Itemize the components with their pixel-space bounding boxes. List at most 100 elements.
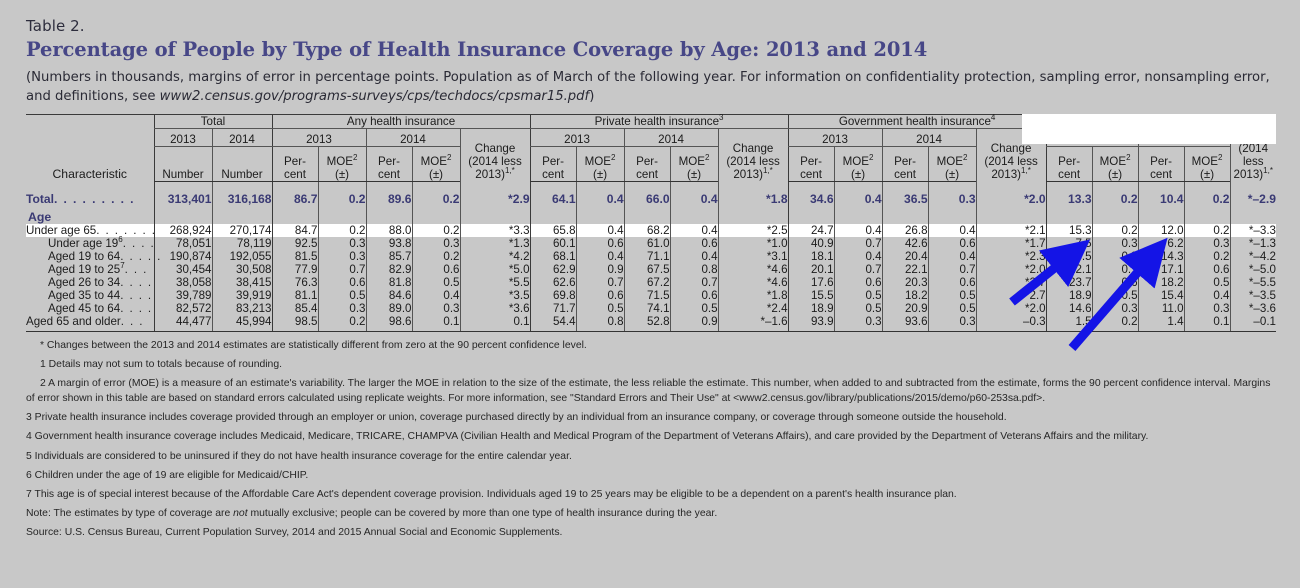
footnote-2: 2 A margin of error (MOE) is a measure o… bbox=[26, 377, 1271, 405]
header-private-2014-moe: MOE2 (±) bbox=[669, 146, 719, 182]
header-row-sub: Number Number Per-cent MOE2 (±) Per-cent … bbox=[26, 146, 1276, 182]
subtitle-text-2: ) bbox=[589, 89, 595, 104]
footnote-7: 7 This age is of special interest becaus… bbox=[26, 488, 957, 500]
cell-any-2014-pct: 98.6 bbox=[365, 314, 412, 331]
cell-uninsured-2013-moe: 0.3 bbox=[1091, 236, 1139, 250]
cell-uninsured-2014-moe: 0.1 bbox=[1183, 314, 1230, 331]
spacer-cell bbox=[833, 207, 883, 224]
cell-govt-change: *2.7 bbox=[975, 275, 1047, 289]
cell-uninsured-2014-pct: 6.2 bbox=[1137, 236, 1185, 250]
cell-any-change: 0.1 bbox=[459, 314, 531, 331]
header-group-government: Government health insurance4 bbox=[787, 114, 1047, 129]
cell-private-change: *4.6 bbox=[717, 275, 789, 289]
cell-total-2013-number: 78,051 bbox=[153, 236, 212, 250]
cell-uninsured-2013-pct: 1.5 bbox=[1045, 314, 1093, 331]
subtitle-url: www2.census.gov/programs-surveys/cps/tec… bbox=[159, 89, 590, 104]
header-group-any: Any health insurance bbox=[271, 114, 531, 129]
header-government-2013-percent: Per-cent bbox=[787, 146, 835, 182]
cell-any-2014-pct: 82.9 bbox=[365, 262, 412, 276]
cell-uninsured-2013-pct: 13.3 bbox=[1045, 181, 1093, 208]
cell-uninsured-2014-moe: 0.4 bbox=[1183, 288, 1230, 302]
cell-govt-2013-moe: 0.4 bbox=[833, 181, 883, 208]
row-label-text: Aged 45 to 64 bbox=[48, 301, 121, 315]
header-uninsured-2014-percent: Per-cent bbox=[1137, 146, 1185, 182]
cell-private-2013-pct: 60.1 bbox=[529, 236, 577, 250]
cell-govt-2014-pct: 22.1 bbox=[881, 262, 929, 276]
cell-govt-change: *2.7 bbox=[975, 288, 1047, 302]
table-row[interactable]: Aged 19 to 64. . . . . 190,874 192,055 81.5… bbox=[26, 249, 1276, 263]
cell-govt-2013-pct: 18.9 bbox=[787, 301, 835, 315]
header-private-change-l2: (2014 less bbox=[726, 155, 780, 168]
cell-govt-2014-pct: 26.8 bbox=[881, 223, 929, 237]
footnote-5: 5 Individuals are considered to be unins… bbox=[26, 450, 572, 462]
cell-uninsured-2013-pct: 23.7 bbox=[1045, 275, 1093, 289]
cell-uninsured-2013-moe: 0.7 bbox=[1091, 262, 1139, 276]
header-characteristic-label: Characteristic bbox=[52, 167, 128, 181]
cell-private-change: *1.8 bbox=[717, 288, 789, 302]
cell-uninsured-2013-moe: 0.3 bbox=[1091, 249, 1139, 263]
header-any-2013-percent: Per-cent bbox=[271, 146, 318, 182]
cell-any-2013-pct: 76.3 bbox=[271, 275, 318, 289]
cell-private-change: *2.4 bbox=[717, 301, 789, 315]
cell-uninsured-2013-pct: 7.5 bbox=[1045, 236, 1093, 250]
cell-uninsured-2013-moe: 0.5 bbox=[1091, 288, 1139, 302]
header-uninsured-2013-percent: Per-cent bbox=[1045, 146, 1093, 182]
cell-govt-2014-pct: 93.6 bbox=[881, 314, 929, 331]
cell-private-2013-pct: 71.7 bbox=[529, 301, 577, 315]
cell-any-2014-pct: 88.0 bbox=[365, 223, 412, 237]
age-section-header: Age bbox=[28, 209, 52, 224]
table-row[interactable]: Aged 35 to 44. . . . 39,789 39,919 81.1 0.5 8… bbox=[26, 288, 1276, 302]
table-row[interactable]: Under age 65. . . . . . . 268,924 270,174 8… bbox=[26, 223, 1276, 237]
cell-uninsured-change: *–2.9 bbox=[1229, 181, 1276, 208]
header-group-government-label: Government health insurance bbox=[838, 115, 991, 128]
table-body: Total. . . . . . . . . 313,401 316,168 86.7… bbox=[26, 181, 1276, 331]
cell-any-change: *3.5 bbox=[459, 288, 531, 302]
cell-total-2013-number: 313,401 bbox=[153, 181, 212, 208]
header-government-change-l1: Change bbox=[990, 142, 1032, 155]
cell-private-2014-moe: 0.4 bbox=[669, 223, 719, 237]
cell-uninsured-2014-moe: 0.2 bbox=[1183, 223, 1230, 237]
header-group-total: Total bbox=[153, 114, 272, 129]
table-row[interactable]: Aged 19 to 257. . . 30,454 30,508 77.9 0.7 82… bbox=[26, 261, 1276, 276]
cell-any-change: *1.3 bbox=[459, 236, 531, 250]
row-label-dots: . . . bbox=[124, 262, 148, 276]
header-total-2014-number: Number bbox=[211, 146, 272, 182]
row-label: Aged 26 to 34. . . . bbox=[26, 276, 154, 289]
cell-total-2013-number: 39,789 bbox=[153, 288, 212, 302]
table-row[interactable]: Aged 65 and older. . . 44,477 45,994 98.5 0.… bbox=[26, 314, 1276, 331]
cell-uninsured-change: *–4.2 bbox=[1229, 249, 1276, 263]
cell-uninsured-2013-moe: 0.2 bbox=[1091, 314, 1139, 331]
cell-uninsured-2014-pct: 10.4 bbox=[1137, 181, 1185, 208]
header-any-2014: 2014 bbox=[365, 128, 460, 147]
header-government-2014-percent: Per-cent bbox=[881, 146, 929, 182]
cell-private-2013-pct: 62.6 bbox=[529, 275, 577, 289]
table-row[interactable]: Aged 45 to 64. . . . 82,572 83,213 85.4 0.3 8… bbox=[26, 301, 1276, 315]
cell-any-change: *3.6 bbox=[459, 301, 531, 315]
cell-total-2013-number: 190,874 bbox=[153, 249, 212, 263]
cell-any-2014-pct: 89.0 bbox=[365, 301, 412, 315]
cell-any-2013-moe: 0.7 bbox=[317, 262, 366, 276]
cell-uninsured-change: *–3.3 bbox=[1229, 223, 1276, 237]
table-row[interactable]: Aged 26 to 34. . . . 38,058 38,415 76.3 0.6 8… bbox=[26, 275, 1276, 289]
spacer-cell bbox=[317, 207, 366, 224]
row-label-text: Aged 65 and older bbox=[26, 314, 121, 328]
row-label-dots: . . . . bbox=[122, 236, 156, 250]
cell-private-2013-moe: 0.4 bbox=[575, 249, 625, 263]
page-title: Percentage of People by Type of Health I… bbox=[26, 38, 928, 61]
table-row[interactable]: Total. . . . . . . . . 313,401 316,168 86.7… bbox=[26, 181, 1276, 208]
cell-uninsured-2013-pct: 22.1 bbox=[1045, 262, 1093, 276]
cell-private-2013-pct: 62.9 bbox=[529, 262, 577, 276]
cell-private-change: *1.8 bbox=[717, 181, 789, 208]
row-label-text: Aged 19 to 25 bbox=[48, 262, 121, 276]
cell-any-2013-pct: 81.5 bbox=[271, 249, 318, 263]
cell-any-2013-moe: 0.3 bbox=[317, 236, 366, 250]
table-row[interactable]: Under age 196. . . . 78,051 78,119 92.5 0.3 9… bbox=[26, 235, 1276, 250]
spacer-cell bbox=[211, 207, 272, 224]
cell-any-2014-moe: 0.5 bbox=[411, 275, 460, 289]
cell-govt-2013-pct: 17.6 bbox=[787, 275, 835, 289]
row-label-text: Total bbox=[26, 191, 54, 206]
footnote-note: Note: The estimates by type of coverage … bbox=[26, 506, 1278, 522]
spacer-cell bbox=[411, 207, 460, 224]
spacer-cell bbox=[623, 207, 671, 224]
cell-total-2013-number: 268,924 bbox=[153, 223, 212, 237]
